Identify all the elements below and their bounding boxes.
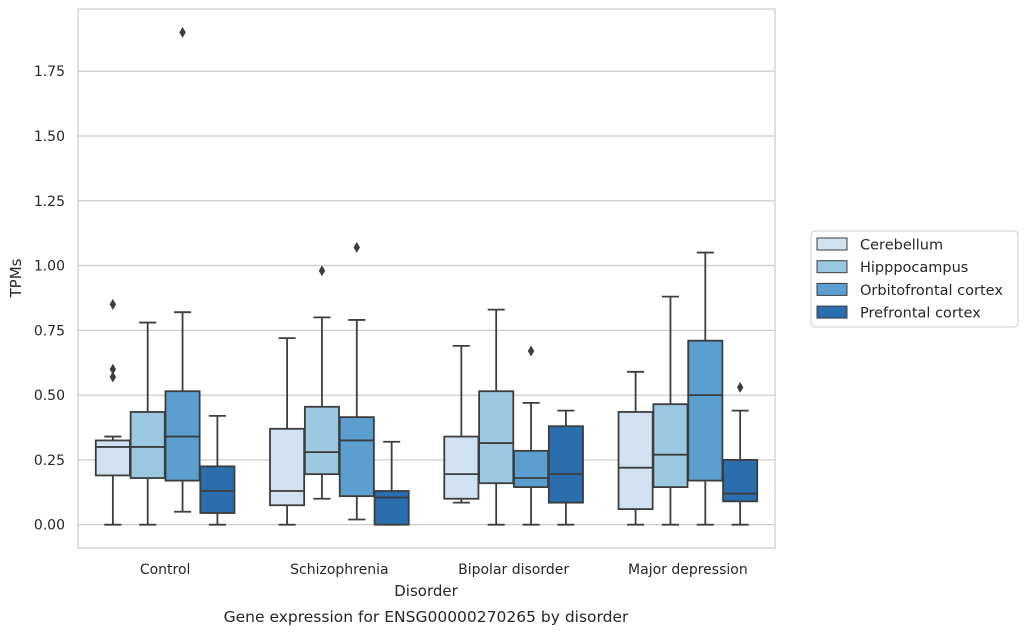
box bbox=[443, 435, 480, 500]
y-tick-label: 0.00 bbox=[34, 518, 65, 534]
outlier-point bbox=[109, 363, 117, 375]
outlier-point bbox=[179, 26, 186, 38]
legend-label: Orbitofrontal cortex bbox=[860, 283, 1003, 299]
outlier-point bbox=[527, 345, 535, 357]
box bbox=[687, 339, 724, 482]
box bbox=[269, 427, 306, 507]
x-tick-label: Bipolar disorder bbox=[458, 562, 569, 578]
y-axis-title: TPMs bbox=[7, 258, 25, 298]
legend-item: Orbitofrontal cortex bbox=[816, 282, 1003, 299]
box-group bbox=[443, 308, 584, 526]
legend-item: Cerebellum bbox=[816, 237, 943, 254]
legend-label: Hipppocampus bbox=[860, 260, 968, 276]
box bbox=[303, 405, 340, 476]
x-axis-title: Disorder bbox=[394, 582, 458, 600]
legend-swatch bbox=[816, 282, 848, 296]
x-tick-label: Schizophrenia bbox=[290, 562, 388, 578]
legend-item: Hipppocampus bbox=[816, 260, 968, 276]
box bbox=[338, 416, 375, 498]
y-tick-label: 1.50 bbox=[34, 129, 65, 145]
box bbox=[722, 458, 759, 503]
y-tick-label: 1.75 bbox=[34, 64, 65, 80]
legend-swatch bbox=[816, 305, 848, 319]
x-tick-label: Major depression bbox=[628, 562, 748, 578]
box bbox=[373, 490, 410, 526]
box bbox=[94, 439, 131, 477]
box bbox=[652, 403, 689, 489]
box-group bbox=[94, 26, 236, 526]
box-group bbox=[617, 251, 759, 526]
legend-swatch bbox=[816, 237, 848, 251]
outlier-point bbox=[109, 371, 117, 383]
y-tick-label: 0.25 bbox=[34, 453, 65, 469]
legend-label: Prefrontal cortex bbox=[860, 306, 981, 322]
plot-frame bbox=[77, 8, 776, 549]
legend-item: Prefrontal cortex bbox=[816, 305, 981, 322]
box bbox=[129, 411, 166, 479]
legend-swatch bbox=[816, 260, 848, 274]
y-axis: 0.00 0.25 0.50 0.75 1.00 1.25 1.50 1.75 bbox=[34, 64, 65, 533]
legend-frame bbox=[810, 230, 1019, 328]
legend-label: Cerebellum bbox=[860, 238, 943, 254]
legend: Cerebellum Hipppocampus Orbitofrontal cort… bbox=[810, 230, 1019, 328]
chart-caption: Gene expression for ENSG00000270265 by d… bbox=[224, 608, 629, 626]
outlier-point bbox=[736, 381, 744, 393]
outlier-point bbox=[109, 298, 117, 310]
box bbox=[513, 449, 550, 489]
box bbox=[199, 465, 236, 514]
outlier-point bbox=[353, 241, 360, 253]
box bbox=[617, 411, 654, 511]
x-tick-label: Control bbox=[140, 562, 191, 578]
y-tick-label: 0.75 bbox=[34, 323, 65, 339]
box bbox=[478, 390, 515, 485]
box-group bbox=[269, 241, 410, 526]
y-tick-label: 1.00 bbox=[34, 259, 65, 275]
outlier-point bbox=[318, 265, 326, 277]
box-groups bbox=[94, 26, 759, 526]
y-tick-label: 1.25 bbox=[34, 194, 65, 210]
y-tick-label: 0.50 bbox=[34, 388, 65, 404]
box bbox=[547, 425, 584, 504]
x-axis: Control Schizophrenia Bipolar disorder Majo… bbox=[140, 562, 748, 578]
